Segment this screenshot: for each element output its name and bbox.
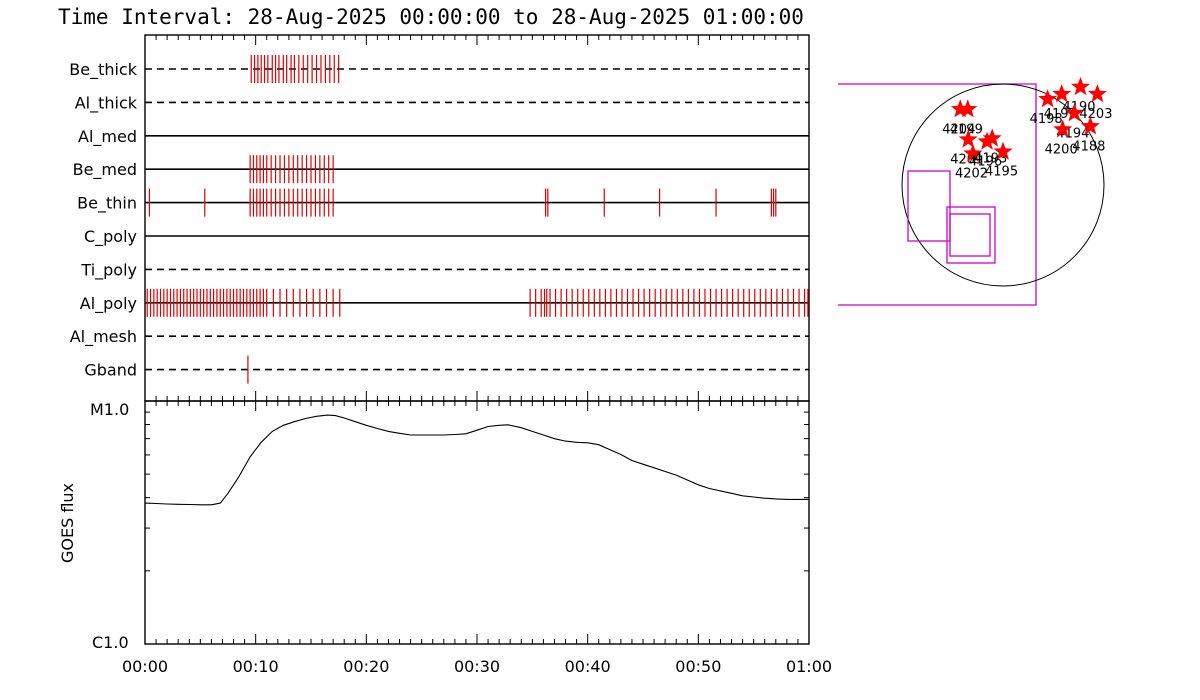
active-region-star [993,141,1013,160]
active-region-star [1052,84,1072,103]
active-region-star [982,128,1002,147]
active-region-label: 4200 [1045,142,1078,157]
x-tick-label: 00:30 [454,657,500,676]
active-region-star [950,99,970,118]
active-region-label: 4203 [1079,107,1112,122]
goes-flux-series-line [144,414,809,506]
channel-label: Be_med [73,160,137,180]
region-box [946,206,996,264]
x-tick-label: 00:20 [343,657,389,676]
x-tick-label: 00:50 [675,657,721,676]
channel-label: Al_thick [75,93,138,113]
channel-label: C_poly [84,227,137,247]
channel-label: Al_poly [80,294,137,314]
channel-label: Al_med [78,127,137,147]
title: Time Interval: 28-Aug-2025 00:00:00 to 2… [58,5,804,29]
y-axis-label: GOES flux [58,483,77,563]
channel-label: Be_thin [77,194,137,214]
x-tick-label: 01:00 [786,657,832,676]
channel-label: Be_thick [69,60,137,80]
active-region-star [963,143,983,162]
active-region-label: 4199 [950,122,983,137]
active-region-label: 4198 [1030,112,1063,127]
active-region-label: 4196 [969,155,1002,170]
active-region-star [1064,103,1084,122]
channel-label: Al_mesh [70,327,137,347]
active-region-star [958,99,978,118]
active-region-label: 4195 [985,165,1018,180]
active-region-star [1080,116,1100,135]
active-region-star [977,131,997,150]
goes-frame [144,400,810,645]
events-frame [144,34,810,402]
x-tick-label: 00:00 [122,657,168,676]
region-box [907,170,951,242]
active-region-label: 4202 [955,167,988,182]
y-tick-label-top: M1.0 [90,400,129,419]
active-region-label: 4188 [1072,139,1105,154]
x-tick-label: 00:40 [565,657,611,676]
field-of-view-box [838,83,1037,306]
region-box [949,213,991,257]
active-region-star [1038,89,1058,108]
filter-events-panel: Be_thick Al_thick Al_med Be_med Be_thin C_pol… [69,34,810,644]
solar-disk-limb [901,83,1105,287]
x-tick-label: 00:10 [233,657,279,676]
solar-disk-map: 4198419741904203419442004188420441994201… [838,77,1112,306]
channel-label: Ti_poly [80,260,137,280]
active-region-star [1087,84,1107,103]
active-region-star [1071,77,1090,96]
active-region-star [958,129,978,148]
active-region-star [1053,119,1073,138]
y-tick-label-bottom: C1.0 [92,633,129,652]
goes-flux-panel: M1.0 C1.0 GOES flux 00:00 00:10 00:20 00:30… [58,400,832,676]
channel-label: Gband [84,361,137,380]
